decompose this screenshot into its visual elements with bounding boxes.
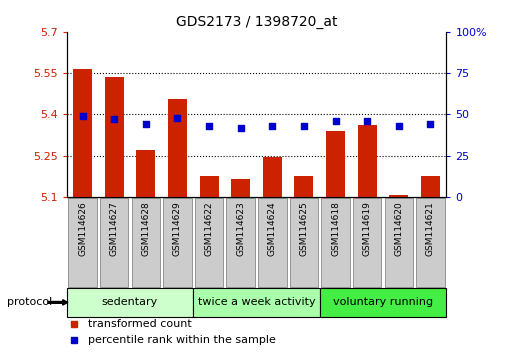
Point xyxy=(78,113,87,119)
Text: GSM114629: GSM114629 xyxy=(173,201,182,256)
FancyBboxPatch shape xyxy=(320,287,446,317)
Point xyxy=(363,118,371,124)
FancyBboxPatch shape xyxy=(193,287,320,317)
Bar xyxy=(136,150,155,197)
Point xyxy=(268,123,277,129)
Text: GSM114622: GSM114622 xyxy=(205,201,213,256)
Text: GSM114624: GSM114624 xyxy=(268,201,277,256)
Text: GSM114626: GSM114626 xyxy=(78,201,87,256)
Point xyxy=(300,123,308,129)
Bar xyxy=(421,176,440,197)
FancyBboxPatch shape xyxy=(416,198,445,287)
Bar xyxy=(73,69,92,197)
FancyBboxPatch shape xyxy=(131,198,160,287)
FancyBboxPatch shape xyxy=(258,198,287,287)
Bar xyxy=(358,125,377,197)
FancyBboxPatch shape xyxy=(321,198,350,287)
FancyBboxPatch shape xyxy=(195,198,223,287)
Text: GSM114625: GSM114625 xyxy=(300,201,308,256)
Text: twice a week activity: twice a week activity xyxy=(198,297,315,307)
Point xyxy=(205,123,213,129)
FancyBboxPatch shape xyxy=(353,198,382,287)
FancyBboxPatch shape xyxy=(68,198,97,287)
FancyBboxPatch shape xyxy=(226,198,255,287)
FancyBboxPatch shape xyxy=(163,198,192,287)
Text: voluntary running: voluntary running xyxy=(333,297,433,307)
Bar xyxy=(389,195,408,197)
FancyBboxPatch shape xyxy=(290,198,318,287)
Text: GSM114618: GSM114618 xyxy=(331,201,340,256)
Bar xyxy=(231,179,250,197)
Text: GSM114619: GSM114619 xyxy=(363,201,372,256)
Point xyxy=(173,115,182,120)
Bar xyxy=(168,99,187,197)
Point xyxy=(110,116,118,122)
Text: GSM114621: GSM114621 xyxy=(426,201,435,256)
Text: GSM114620: GSM114620 xyxy=(394,201,403,256)
Text: sedentary: sedentary xyxy=(102,297,158,307)
Bar xyxy=(105,77,124,197)
Text: transformed count: transformed count xyxy=(88,319,191,329)
Text: protocol: protocol xyxy=(7,297,53,307)
Text: GSM114628: GSM114628 xyxy=(141,201,150,256)
Point xyxy=(426,121,435,127)
Point xyxy=(236,125,245,130)
FancyBboxPatch shape xyxy=(385,198,413,287)
FancyBboxPatch shape xyxy=(100,198,128,287)
Bar xyxy=(294,176,313,197)
Title: GDS2173 / 1398720_at: GDS2173 / 1398720_at xyxy=(176,16,337,29)
Text: percentile rank within the sample: percentile rank within the sample xyxy=(88,335,275,346)
Text: GSM114627: GSM114627 xyxy=(110,201,119,256)
Text: GSM114623: GSM114623 xyxy=(236,201,245,256)
FancyBboxPatch shape xyxy=(67,287,193,317)
Bar xyxy=(263,157,282,197)
Point xyxy=(394,123,403,129)
Point xyxy=(331,118,340,124)
Bar xyxy=(200,176,219,197)
Point xyxy=(142,121,150,127)
Bar xyxy=(326,131,345,197)
